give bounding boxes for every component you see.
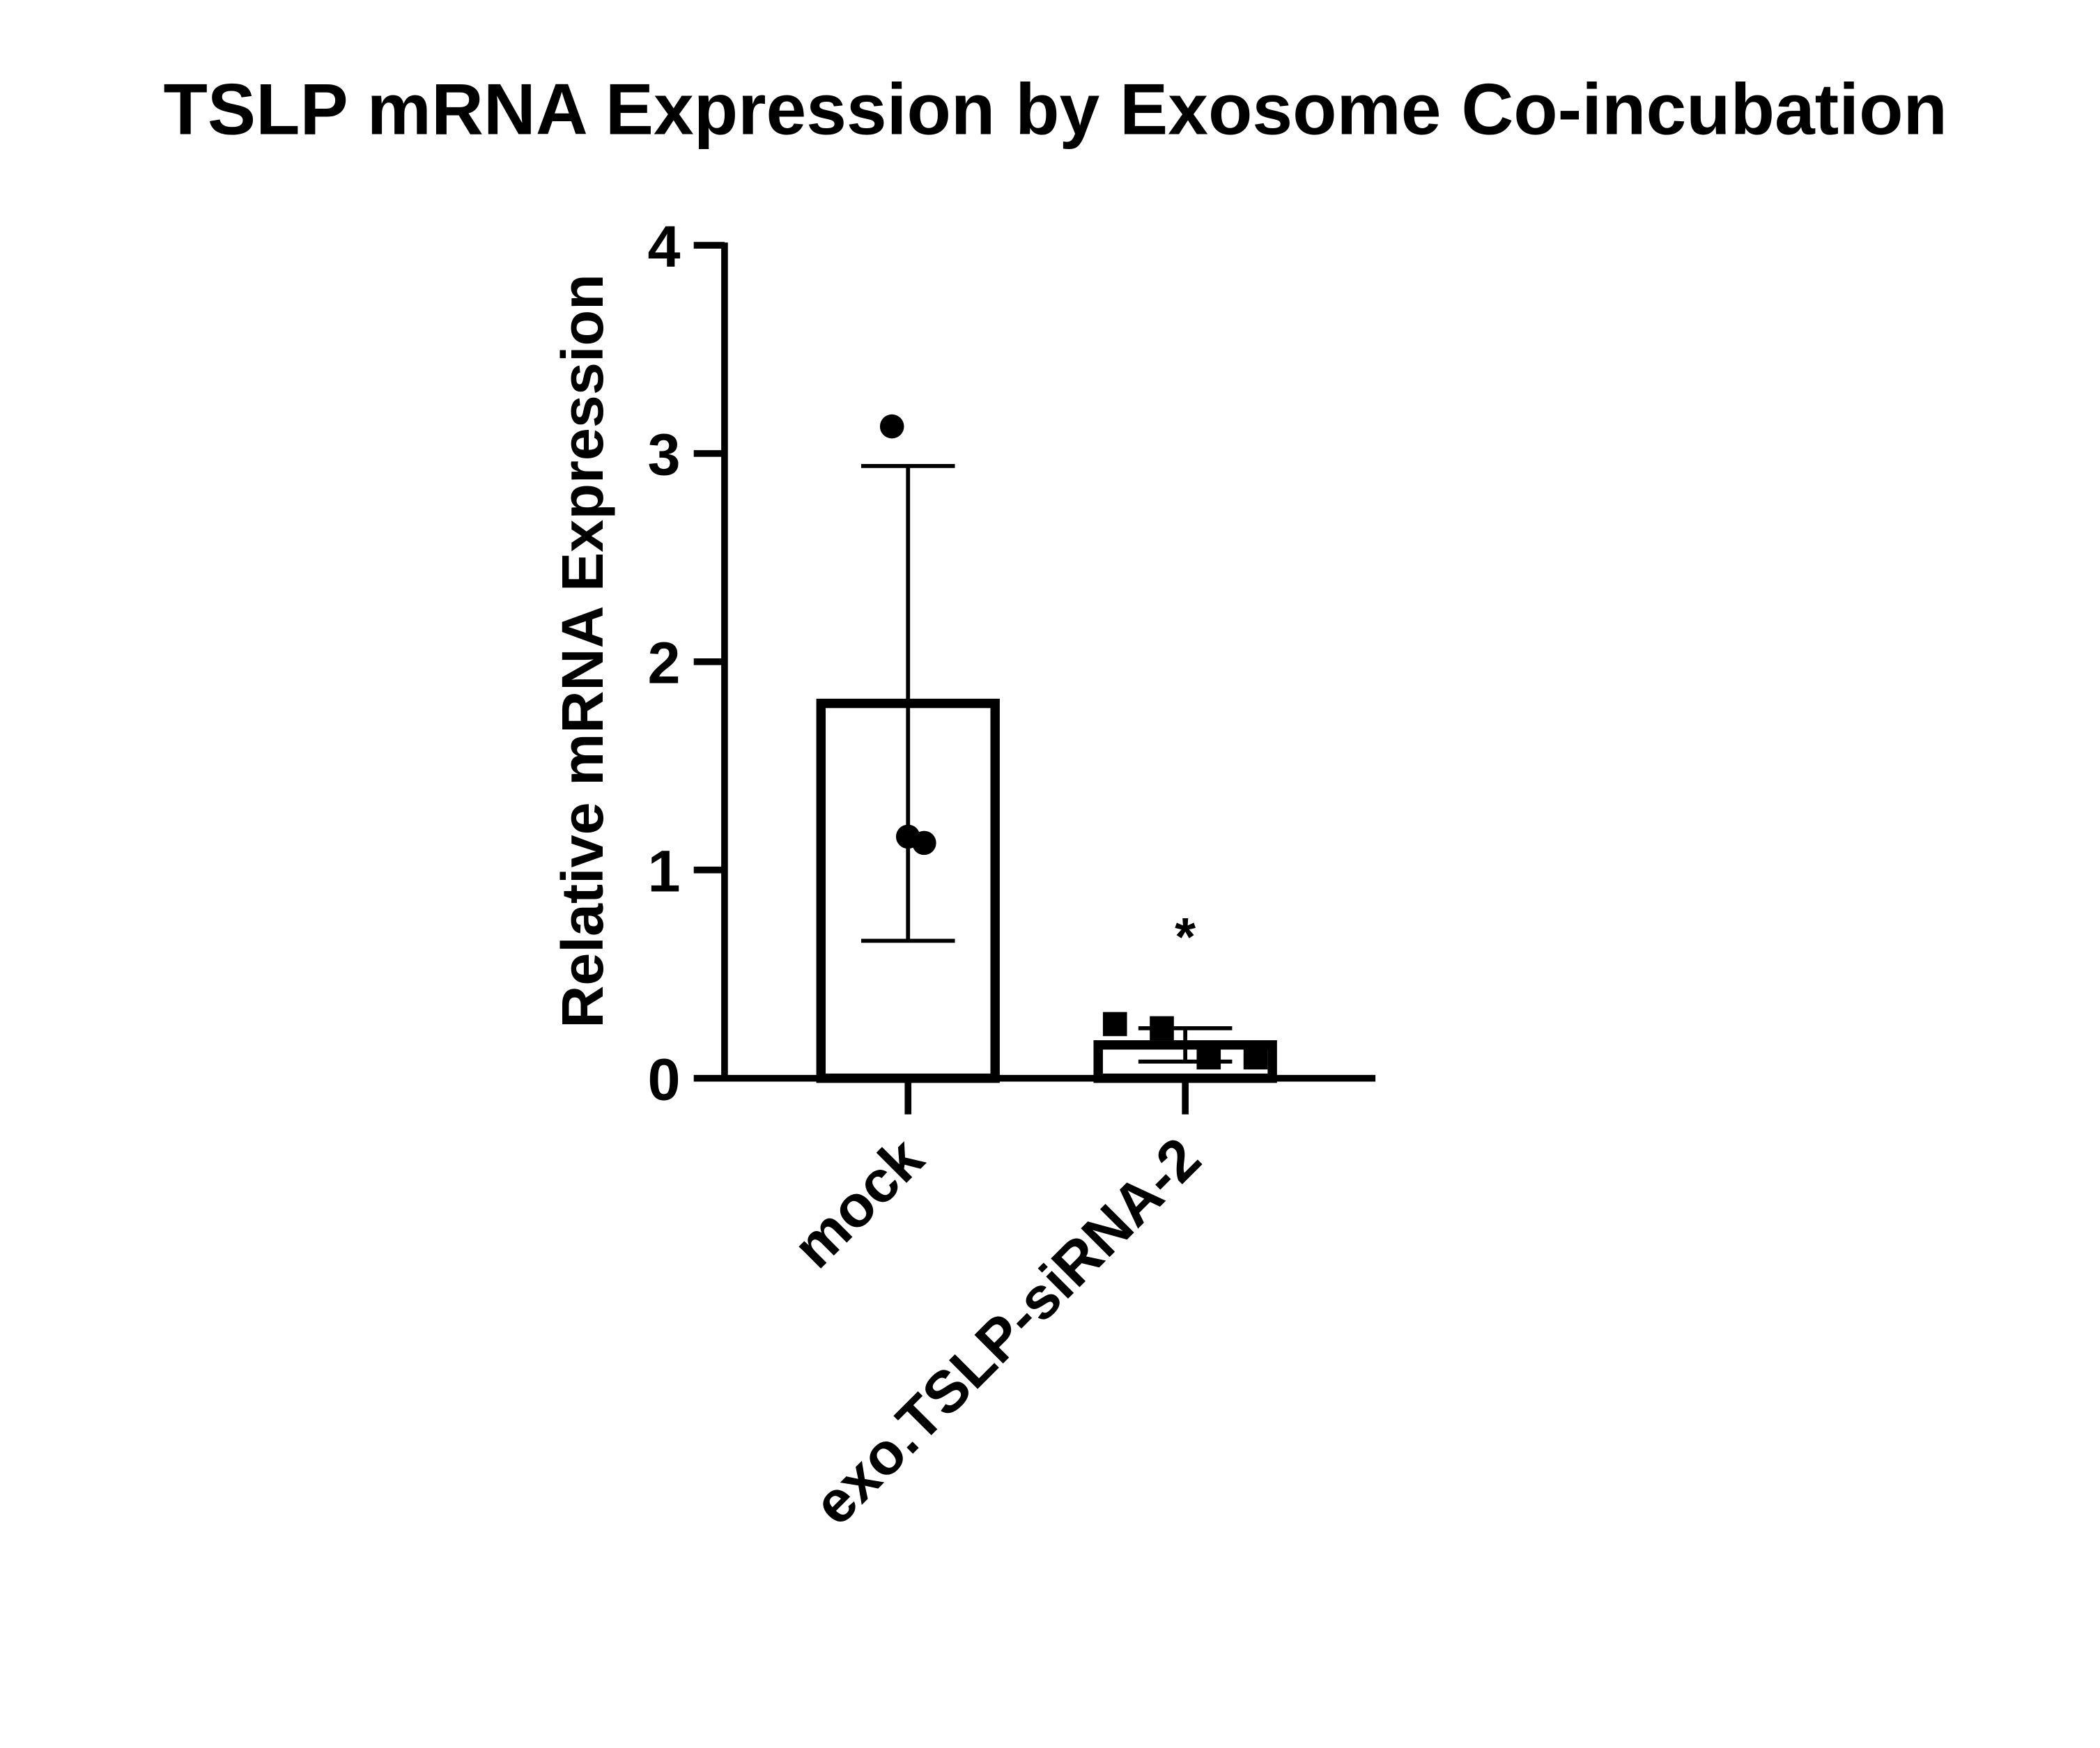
y-axis-label: Relative mRNA Expression [549,274,615,1028]
data-point [1196,1045,1221,1070]
data-point [1102,1012,1127,1037]
y-tick-label: 2 [647,630,680,696]
y-tick-label: 1 [647,837,680,904]
data-point [879,414,904,439]
x-tick-label: mock [780,1124,936,1281]
y-tick-label: 4 [647,213,680,279]
data-point [1150,1016,1174,1041]
y-tick-label: 0 [647,1046,680,1112]
y-tick-label: 3 [647,421,680,488]
data-point [1243,1045,1268,1070]
chart-title: TSLP mRNA Expression by Exosome Co-incub… [163,68,1947,149]
data-point [912,830,936,856]
significance-mark: * [1175,907,1196,967]
